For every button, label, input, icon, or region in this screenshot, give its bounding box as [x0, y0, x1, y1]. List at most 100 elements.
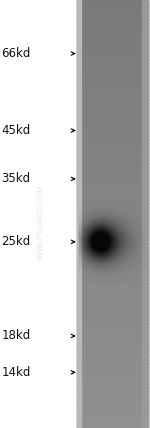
Bar	[77, 62, 148, 64]
Bar	[77, 99, 148, 101]
Bar	[77, 52, 148, 54]
Bar	[77, 170, 148, 172]
Bar	[77, 373, 148, 375]
Bar	[77, 357, 148, 360]
Bar	[77, 184, 148, 187]
Bar	[77, 313, 148, 315]
Bar	[77, 182, 148, 184]
Text: 66kd: 66kd	[2, 47, 31, 60]
Bar	[77, 203, 148, 205]
Bar	[77, 176, 148, 178]
Bar	[77, 369, 148, 371]
Bar	[77, 291, 148, 294]
Bar	[77, 96, 148, 98]
Bar	[77, 172, 148, 174]
Bar	[77, 145, 148, 147]
Bar	[77, 46, 148, 48]
Bar	[77, 19, 148, 21]
Bar	[77, 193, 148, 196]
Bar	[77, 259, 148, 261]
Bar	[77, 29, 148, 31]
Bar	[77, 209, 148, 211]
Bar	[77, 89, 148, 91]
Bar	[77, 253, 148, 256]
Bar	[77, 212, 148, 214]
Bar	[77, 327, 148, 330]
Bar	[77, 403, 148, 405]
Bar	[77, 92, 148, 94]
Bar	[77, 370, 148, 372]
Text: 18kd: 18kd	[2, 330, 31, 342]
Bar	[77, 116, 148, 119]
Bar	[77, 252, 148, 254]
Text: 25kd: 25kd	[2, 235, 31, 248]
Bar	[77, 343, 148, 345]
Bar	[77, 39, 148, 42]
Bar	[77, 392, 148, 394]
Bar	[77, 367, 148, 369]
Bar	[77, 49, 148, 51]
Bar	[77, 131, 148, 133]
Bar	[77, 21, 148, 23]
Bar	[77, 45, 148, 47]
Bar	[77, 115, 148, 117]
Bar	[77, 48, 148, 50]
Bar	[77, 83, 148, 86]
Bar	[77, 186, 148, 188]
Bar	[77, 122, 148, 124]
Bar	[77, 330, 148, 333]
Bar	[77, 332, 148, 334]
Bar	[77, 42, 148, 44]
Bar	[77, 163, 148, 166]
Bar	[77, 158, 148, 160]
Bar	[77, 175, 148, 177]
Bar	[77, 416, 148, 418]
Bar	[77, 307, 148, 309]
Bar	[77, 167, 148, 170]
Bar	[77, 26, 148, 29]
Bar	[77, 336, 148, 338]
Bar	[77, 379, 148, 381]
Bar	[77, 102, 148, 104]
Bar	[77, 246, 148, 248]
Bar	[77, 195, 148, 197]
Bar	[77, 396, 148, 398]
Bar	[77, 244, 148, 247]
Bar	[77, 353, 148, 355]
Bar	[77, 162, 148, 164]
Bar	[77, 419, 148, 421]
Bar	[77, 63, 148, 65]
Bar	[77, 299, 148, 301]
Bar	[77, 260, 148, 262]
Bar	[77, 262, 148, 264]
Bar	[77, 340, 148, 342]
Bar	[77, 381, 148, 384]
Bar	[77, 317, 148, 320]
Bar	[77, 296, 148, 298]
Bar	[77, 173, 148, 175]
Bar	[77, 376, 148, 378]
Bar	[77, 387, 148, 389]
Bar	[77, 214, 148, 217]
Bar	[77, 0, 81, 428]
Bar	[77, 414, 148, 416]
Bar	[77, 390, 148, 392]
Bar	[77, 0, 148, 3]
Bar	[77, 364, 148, 367]
Bar	[77, 397, 148, 399]
Bar	[77, 55, 148, 57]
Bar	[77, 132, 148, 134]
Bar	[77, 420, 148, 422]
Bar	[77, 423, 148, 425]
Bar	[77, 394, 148, 397]
Bar	[77, 286, 148, 288]
Bar	[77, 222, 148, 224]
Bar	[77, 351, 148, 354]
Bar	[77, 220, 148, 223]
Bar	[77, 294, 148, 297]
Bar	[77, 150, 148, 153]
Bar	[77, 280, 148, 282]
Bar	[77, 135, 148, 137]
Bar	[77, 187, 148, 190]
Bar	[77, 41, 148, 43]
